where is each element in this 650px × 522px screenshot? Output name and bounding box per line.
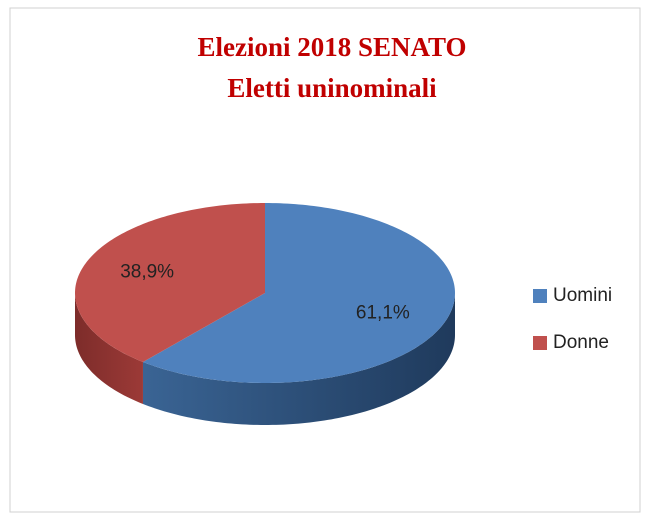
data-label: 61,1% — [356, 302, 410, 323]
slice — [75, 203, 265, 362]
legend-swatch — [533, 336, 547, 350]
chart-title: Eletti uninominali — [227, 73, 437, 103]
legend-swatch — [533, 289, 547, 303]
chart-title: Elezioni 2018 SENATO — [197, 32, 466, 62]
slice — [142, 203, 455, 383]
slice-side — [75, 293, 143, 404]
legend-label: Uomini — [553, 285, 612, 306]
legend-label: Donne — [553, 332, 609, 353]
data-label: 38,9% — [120, 262, 174, 283]
slice-side — [142, 293, 456, 425]
